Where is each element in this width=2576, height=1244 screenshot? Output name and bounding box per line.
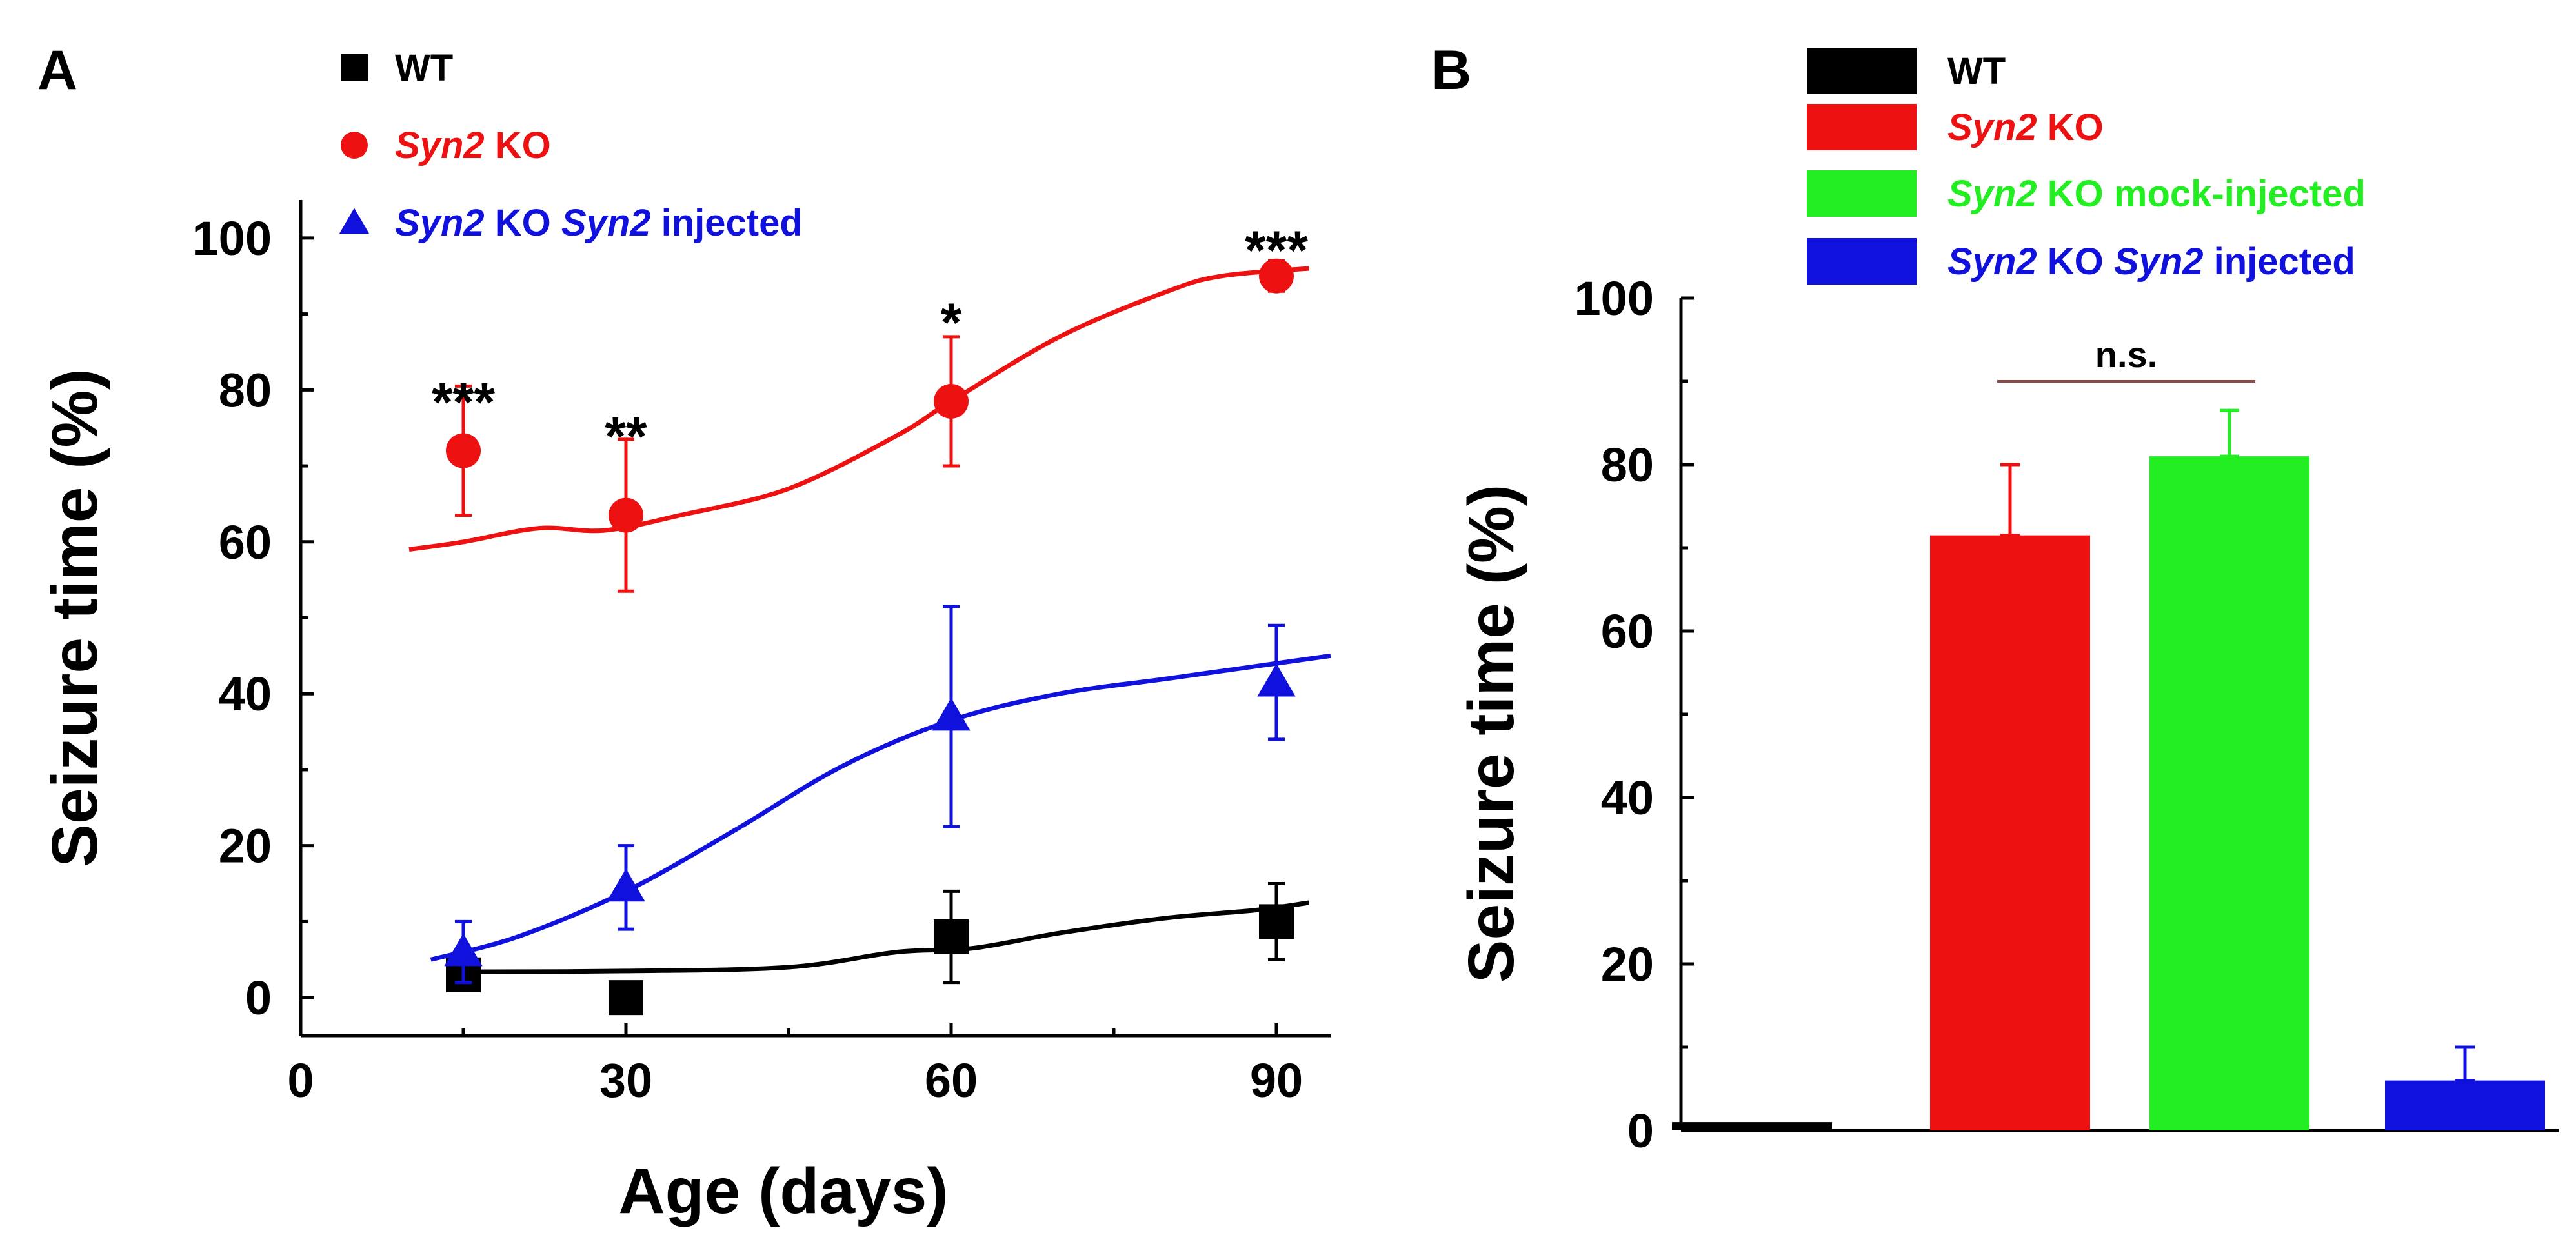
legend-label-injected-part: KO [2037, 241, 2114, 283]
bar-injected [2385, 1080, 2545, 1130]
y-tick-label: 20 [1601, 938, 1654, 991]
legend-label-mock-part: KO mock-injected [2037, 173, 2366, 215]
y-tick-label: 40 [1601, 771, 1654, 825]
legend-label-injected-part: injected [651, 202, 803, 244]
y-tick-label: 20 [219, 819, 272, 873]
significance-label: *** [1245, 220, 1308, 281]
bar-ko [1930, 535, 2090, 1130]
panel-a-line-chart: 0 20 40 60 80 100 0 30 60 90 Age (days) Seizure tim… [39, 47, 1331, 1227]
y-tick-label: 60 [219, 516, 272, 569]
panel-a-letter: A [37, 39, 77, 101]
data-point-injected [1257, 663, 1296, 697]
legend-label-injected-part: KO [485, 202, 561, 244]
data-point-injected [932, 697, 971, 731]
panel-b-letter: B [1431, 39, 1471, 101]
y-tick-label: 80 [219, 363, 272, 417]
x-tick-label: 90 [1250, 1054, 1303, 1107]
series-ko [408, 258, 1309, 593]
legend-label-ko: Syn2 KO [1947, 106, 2104, 148]
y-tick-label: 40 [219, 667, 272, 721]
significance-label: *** [432, 372, 495, 432]
ns-label: n.s. [2095, 334, 2157, 375]
y-axis-title: Seizure time (%) [39, 368, 111, 867]
legend-label-ko-part: KO [485, 125, 551, 166]
legend-label-ko: Syn2 KO [395, 125, 551, 166]
data-point-injected [444, 933, 483, 967]
fit-line-injected [430, 653, 1331, 962]
legend-label-wt: WT [1947, 50, 2006, 92]
legend-swatch-ko [1807, 104, 1917, 150]
legend-label-injected: Syn2 KO Syn2 injected [395, 202, 803, 244]
legend-swatch-injected [1807, 238, 1917, 285]
legend-label-injected: Syn2 KO Syn2 injected [1947, 241, 2355, 283]
fit-line-ko [408, 266, 1309, 552]
data-point-wt [1259, 904, 1294, 939]
legend-label-wt-part: WT [1947, 50, 2006, 92]
legend-label-mock: Syn2 KO mock-injected [1947, 173, 2366, 215]
legend-label-injected-part: Syn2 [561, 202, 651, 244]
legend-label-ko-part: KO [2037, 106, 2104, 148]
legend-label-ko-part: Syn2 [395, 125, 485, 166]
legend-label-mock-part: Syn2 [1947, 173, 2037, 215]
y-tick-label: 60 [1601, 605, 1654, 658]
legend-label-injected-part: Syn2 [1947, 241, 2037, 283]
significance-label: ** [605, 406, 647, 466]
x-axis-title: Age (days) [618, 1155, 948, 1227]
legend-label-injected-part: injected [2204, 241, 2355, 283]
x-tick-label: 0 [287, 1054, 314, 1107]
data-point-injected [607, 868, 645, 902]
legend-label-wt-part: WT [395, 47, 453, 89]
x-tick-label: 30 [599, 1054, 652, 1107]
y-tick-label: 100 [192, 212, 272, 265]
y-tick-label: 0 [1627, 1104, 1654, 1158]
x-tick-label: 60 [925, 1054, 978, 1107]
series-injected [430, 605, 1331, 985]
series-wt [446, 882, 1309, 1016]
legend-marker-ko [341, 132, 368, 159]
legend-marker-wt [341, 54, 368, 81]
y-axis-title: Seizure time (%) [1455, 485, 1527, 983]
data-point-ko [609, 497, 643, 533]
legend-label-ko-part: Syn2 [1947, 106, 2037, 148]
bar-wt [1672, 1122, 1832, 1130]
legend-label-wt: WT [395, 47, 453, 89]
y-tick-label: 100 [1575, 272, 1654, 325]
data-point-ko [446, 433, 481, 468]
y-tick-label: 0 [245, 971, 272, 1025]
data-point-ko [934, 383, 969, 419]
data-point-ko [1259, 258, 1294, 294]
significance-label: * [941, 292, 962, 352]
bar-mock [2149, 456, 2309, 1130]
data-point-wt [609, 980, 643, 1016]
fit-line-wt [463, 900, 1309, 974]
data-point-wt [934, 919, 969, 954]
legend-swatch-wt [1807, 48, 1917, 94]
legend-label-injected-part: Syn2 [2114, 241, 2204, 283]
panel-b-bar-chart: 0 20 40 60 80 100 Seizure time (%) n.s. WT Syn2 K… [1455, 48, 2559, 1158]
legend-label-injected-part: Syn2 [395, 202, 485, 244]
legend-swatch-mock [1807, 170, 1917, 217]
legend-marker-injected [339, 208, 370, 234]
y-tick-label: 80 [1601, 438, 1654, 492]
